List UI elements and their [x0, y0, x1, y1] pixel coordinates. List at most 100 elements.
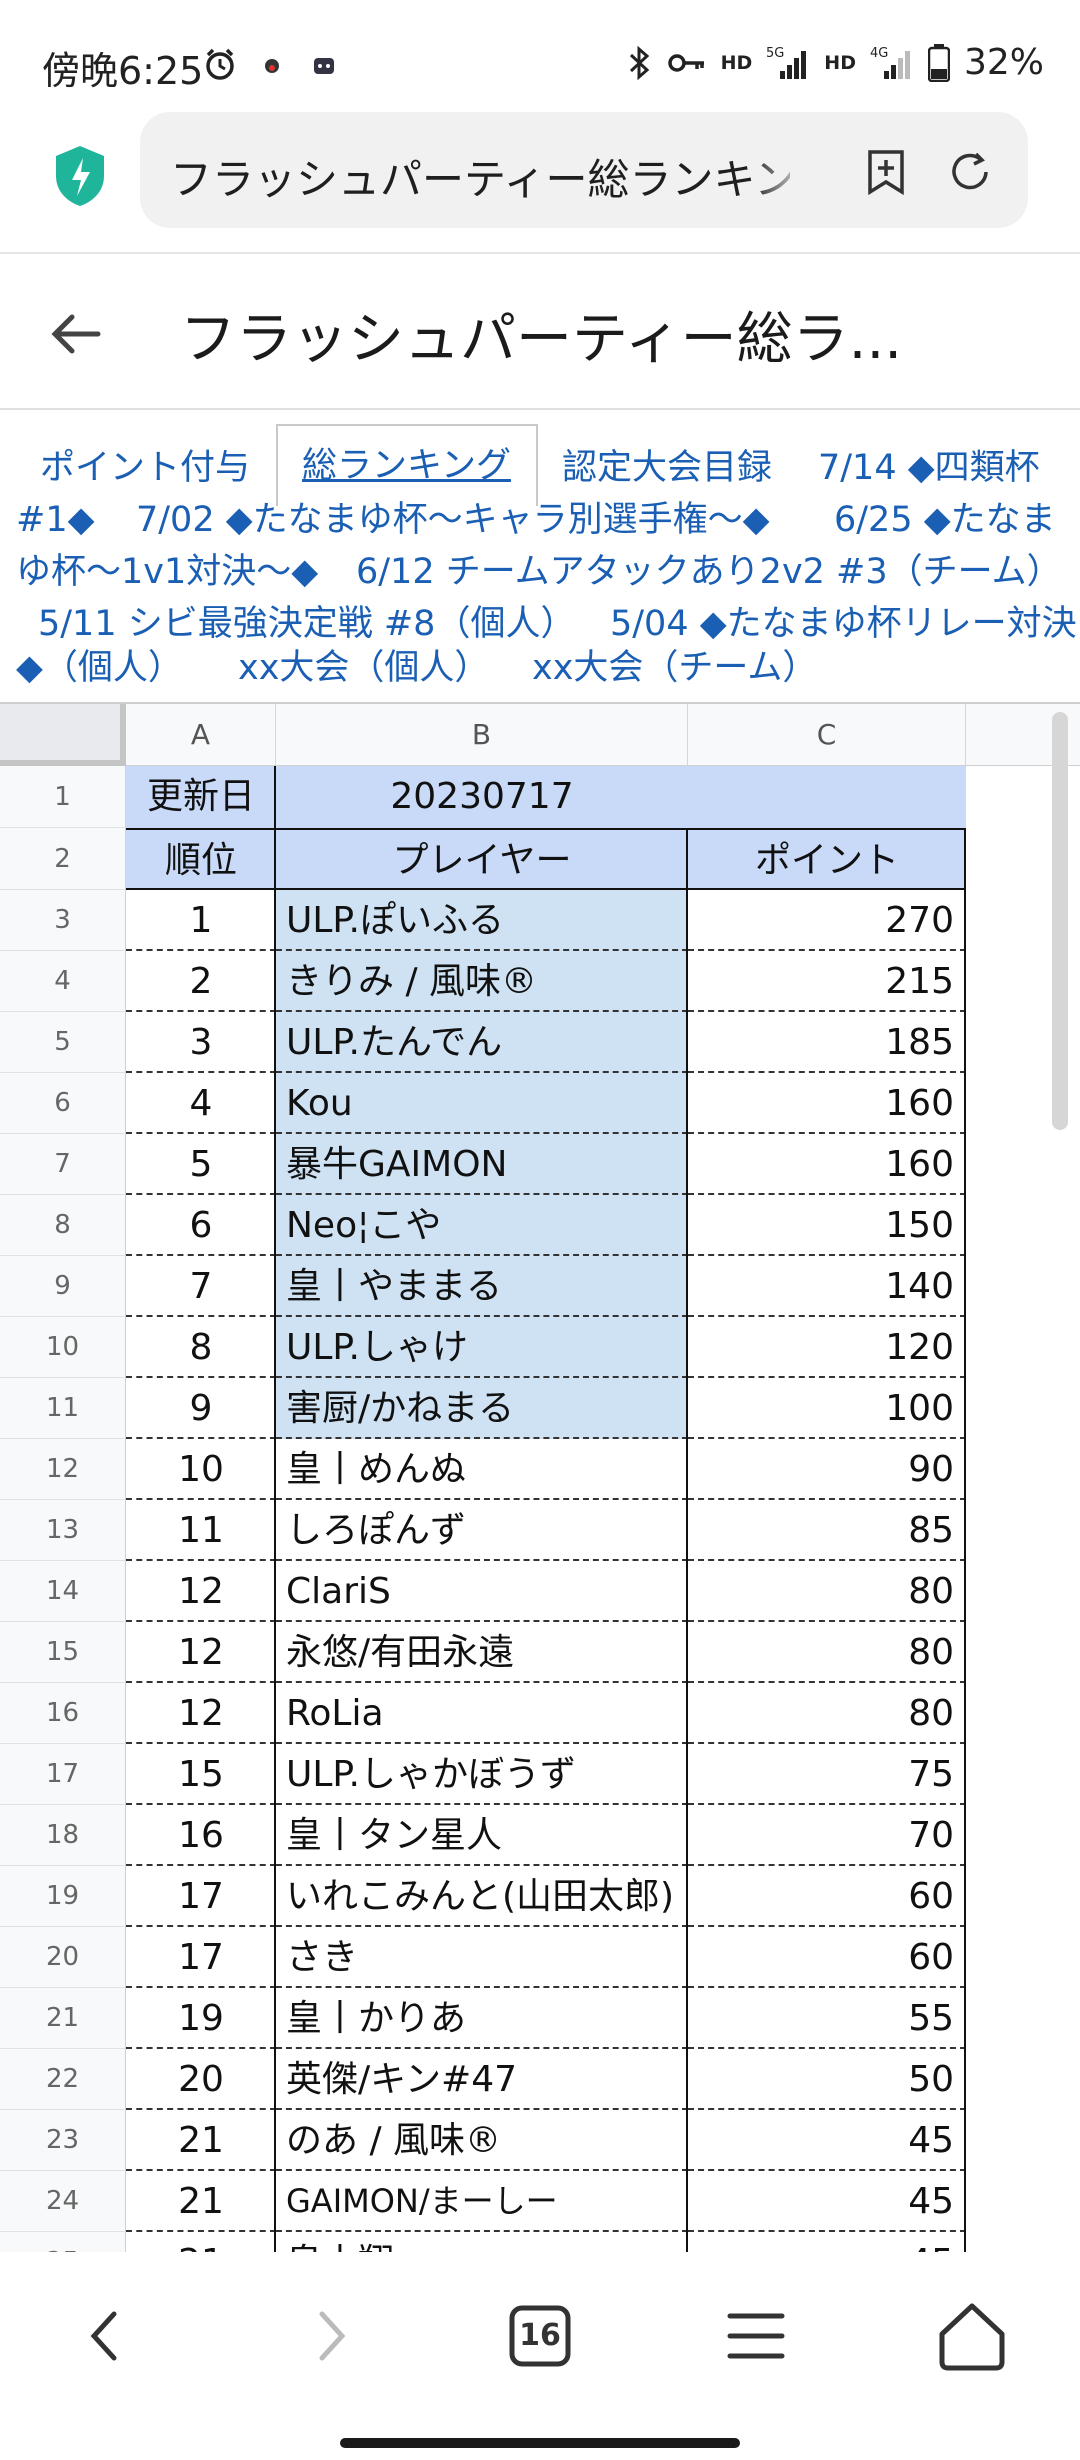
- points-cell[interactable]: 45: [688, 2171, 966, 2232]
- row-header[interactable]: 5: [0, 1012, 126, 1073]
- tab-0625[interactable]: 6/25 ◆たなま: [834, 500, 1056, 540]
- tab-0504-cont[interactable]: ◆（個人）: [16, 648, 183, 688]
- player-cell[interactable]: 永悠/有田永遠: [276, 1622, 688, 1683]
- rank-cell[interactable]: 17: [126, 1866, 276, 1927]
- points-cell[interactable]: 270: [688, 890, 966, 951]
- row-header[interactable]: 10: [0, 1317, 126, 1378]
- add-tab-icon[interactable]: [864, 148, 908, 196]
- row-header[interactable]: 1: [0, 766, 126, 828]
- points-cell[interactable]: 120: [688, 1317, 966, 1378]
- row-header[interactable]: 2: [0, 828, 126, 890]
- points-cell[interactable]: 60: [688, 1927, 966, 1988]
- player-cell[interactable]: ULP.ぽいふる: [276, 890, 688, 951]
- points-cell[interactable]: 215: [688, 951, 966, 1012]
- rank-cell[interactable]: 8: [126, 1317, 276, 1378]
- player-cell[interactable]: 皇丨かりあ: [276, 1988, 688, 2049]
- row-header[interactable]: 3: [0, 890, 126, 951]
- back-nav-icon[interactable]: [68, 2296, 148, 2376]
- rank-cell[interactable]: 20: [126, 2049, 276, 2110]
- row-header[interactable]: 24: [0, 2171, 126, 2232]
- row-header[interactable]: 16: [0, 1683, 126, 1744]
- player-cell[interactable]: 皇丨タン星人: [276, 1805, 688, 1866]
- rank-cell[interactable]: 12: [126, 1683, 276, 1744]
- player-cell[interactable]: ULP.しゃかぼうず: [276, 1744, 688, 1805]
- rank-cell[interactable]: 21: [126, 2171, 276, 2232]
- row-header[interactable]: 22: [0, 2049, 126, 2110]
- row-header[interactable]: 25: [0, 2232, 126, 2252]
- row-header[interactable]: 12: [0, 1439, 126, 1500]
- player-cell[interactable]: Kou: [276, 1073, 688, 1134]
- column-header-c[interactable]: C: [688, 704, 966, 766]
- home-icon[interactable]: [932, 2296, 1012, 2376]
- rank-cell[interactable]: 16: [126, 1805, 276, 1866]
- rank-cell[interactable]: 15: [126, 1744, 276, 1805]
- row-header[interactable]: 8: [0, 1195, 126, 1256]
- select-all-corner[interactable]: [0, 704, 126, 766]
- points-cell[interactable]: 60: [688, 1866, 966, 1927]
- row-header[interactable]: 13: [0, 1500, 126, 1561]
- rank-cell[interactable]: 1: [126, 890, 276, 951]
- points-cell[interactable]: 150: [688, 1195, 966, 1256]
- tab-0714[interactable]: 7/14 ◆四類杯: [818, 448, 1040, 488]
- tab-xx-individual[interactable]: xx大会（個人）: [238, 648, 490, 688]
- rank-cell[interactable]: 21: [126, 2110, 276, 2171]
- address-bar[interactable]: フラッシュパーティー総ランキン: [140, 112, 1028, 228]
- rank-cell[interactable]: 11: [126, 1500, 276, 1561]
- points-cell[interactable]: 185: [688, 1012, 966, 1073]
- tab-0612[interactable]: 6/12 チームアタックあり2v2 #3（チーム）: [356, 552, 1062, 592]
- player-cell[interactable]: GAIMON/まーしー: [276, 2171, 688, 2232]
- rank-cell[interactable]: 3: [126, 1012, 276, 1073]
- tab-0714-cont[interactable]: #1◆: [16, 500, 95, 540]
- player-cell[interactable]: しろぽんず: [276, 1500, 688, 1561]
- player-cell[interactable]: 皇丨やままる: [276, 1256, 688, 1317]
- tab-0625-cont[interactable]: ゆ杯〜1v1対決〜◆: [16, 552, 319, 592]
- player-cell[interactable]: いれこみんと(山田太郎): [276, 1866, 688, 1927]
- row-header[interactable]: 18: [0, 1805, 126, 1866]
- player-cell[interactable]: きりみ / 風味®: [276, 951, 688, 1012]
- row-header[interactable]: 11: [0, 1378, 126, 1439]
- points-cell[interactable]: 45: [688, 2110, 966, 2171]
- tab-tournament-list[interactable]: 認定大会目録: [562, 448, 773, 488]
- player-cell[interactable]: 暴牛GAIMON: [276, 1134, 688, 1195]
- row-header[interactable]: 21: [0, 1988, 126, 2049]
- player-cell[interactable]: のあ / 風味®: [276, 2110, 688, 2171]
- player-cell[interactable]: さき: [276, 1927, 688, 1988]
- tab-0702[interactable]: 7/02 ◆たなまゆ杯〜キャラ別選手権〜◆: [136, 500, 770, 540]
- menu-icon[interactable]: [716, 2296, 796, 2376]
- player-cell[interactable]: ClariS: [276, 1561, 688, 1622]
- row-header[interactable]: 17: [0, 1744, 126, 1805]
- shield-icon[interactable]: [52, 144, 108, 208]
- tab-0504[interactable]: 5/04 ◆たなまゆ杯リレー対決: [610, 604, 1077, 644]
- forward-nav-icon[interactable]: [288, 2296, 368, 2376]
- points-cell[interactable]: 45: [688, 2232, 966, 2252]
- row-header[interactable]: 15: [0, 1622, 126, 1683]
- points-cell[interactable]: 160: [688, 1134, 966, 1195]
- points-cell[interactable]: 160: [688, 1073, 966, 1134]
- back-arrow-icon[interactable]: [46, 304, 106, 364]
- player-cell[interactable]: ULP.たんでん: [276, 1012, 688, 1073]
- points-cell[interactable]: 55: [688, 1988, 966, 2049]
- points-cell[interactable]: 100: [688, 1378, 966, 1439]
- updated-value[interactable]: 20230717: [276, 766, 688, 828]
- points-cell[interactable]: 90: [688, 1439, 966, 1500]
- tab-overall-ranking[interactable]: 総ランキング: [276, 424, 538, 506]
- rank-cell[interactable]: 12: [126, 1561, 276, 1622]
- row-header[interactable]: 7: [0, 1134, 126, 1195]
- header-player[interactable]: プレイヤー: [276, 828, 688, 890]
- url-text[interactable]: フラッシュパーティー総ランキン: [170, 155, 790, 204]
- tab-0511[interactable]: 5/11 シビ最強決定戦 #8（個人）: [38, 604, 576, 644]
- points-cell[interactable]: 50: [688, 2049, 966, 2110]
- points-cell[interactable]: 80: [688, 1561, 966, 1622]
- row-header[interactable]: 4: [0, 951, 126, 1012]
- tab-points[interactable]: ポイント付与: [40, 448, 251, 488]
- player-cell[interactable]: ULP.しゃけ: [276, 1317, 688, 1378]
- rank-cell[interactable]: 17: [126, 1927, 276, 1988]
- rank-cell[interactable]: 10: [126, 1439, 276, 1500]
- player-cell[interactable]: 皇丨めんぬ: [276, 1439, 688, 1500]
- rank-cell[interactable]: 9: [126, 1378, 276, 1439]
- row-header[interactable]: 23: [0, 2110, 126, 2171]
- row-header[interactable]: 14: [0, 1561, 126, 1622]
- player-cell[interactable]: 害厨/かねまる: [276, 1378, 688, 1439]
- vertical-scrollbar[interactable]: [1052, 712, 1068, 1130]
